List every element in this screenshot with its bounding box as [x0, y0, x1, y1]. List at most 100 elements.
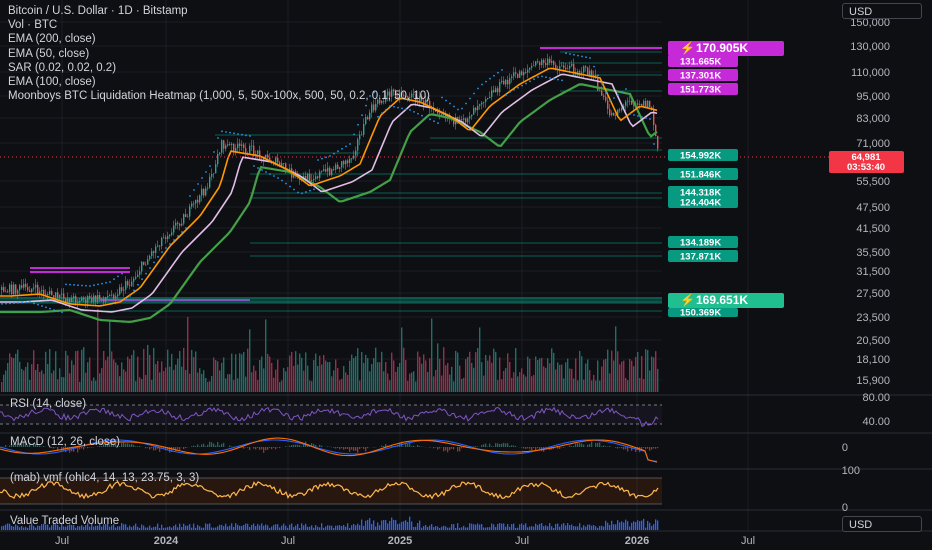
- candle: [101, 298, 103, 300]
- volume-bar: [83, 347, 85, 392]
- time-axis-label: 2025: [388, 535, 412, 547]
- vtv-bar: [245, 523, 247, 530]
- currency-selector[interactable]: USD: [842, 3, 922, 19]
- candle: [437, 111, 439, 114]
- candle: [257, 150, 259, 155]
- candle: [87, 296, 89, 303]
- vtv-bar: [65, 526, 67, 530]
- vtv-bar: [187, 525, 189, 530]
- volume-bar: [203, 370, 205, 392]
- volume-bar: [459, 365, 461, 392]
- macd-bar: [169, 447, 171, 453]
- vtv-bar: [25, 526, 27, 530]
- vtv-bar: [345, 526, 347, 530]
- symbol-title[interactable]: Bitcoin / U.S. Dollar · 1D · Bitstamp: [8, 5, 188, 17]
- vtv-bar: [581, 527, 583, 530]
- heatmap-tag-bottom-sub-value: 150.369K: [680, 308, 721, 319]
- currency-selector-bottom[interactable]: USD: [842, 516, 922, 532]
- candle: [133, 278, 135, 282]
- rsi-label[interactable]: RSI (14, close): [10, 398, 87, 410]
- volume-bar: [211, 375, 213, 392]
- candle: [165, 237, 167, 239]
- macd-bar: [145, 447, 147, 449]
- vtv-bar: [361, 519, 363, 530]
- legend-liquidation-heatmap[interactable]: Moonboys BTC Liquidation Heatmap (1,000,…: [8, 90, 430, 103]
- volume-bar: [87, 362, 89, 392]
- legend-sar[interactable]: SAR (0.02, 0.02, 0.2): [8, 61, 117, 74]
- volume-bar: [449, 374, 451, 392]
- volume-bar: [533, 374, 535, 392]
- candle: [321, 170, 323, 172]
- legend-ema100[interactable]: EMA (100, close): [8, 76, 96, 89]
- vtv-bar: [171, 527, 173, 530]
- volume-bar: [471, 362, 473, 392]
- candle: [253, 145, 255, 156]
- candle: [35, 284, 37, 288]
- candle: [93, 295, 95, 302]
- volume-bar: [67, 355, 69, 392]
- volume-bar: [589, 370, 591, 392]
- mfi-label[interactable]: (mab) vmf (ohlc4, 14, 13, 23.75, 3, 3): [10, 472, 200, 484]
- macd-bar: [443, 447, 445, 452]
- macd-bar: [535, 447, 537, 451]
- sar-dot: [233, 132, 235, 135]
- volume-bar: [489, 355, 491, 392]
- candle: [499, 82, 501, 93]
- volume-bar: [33, 350, 35, 392]
- macd-bar: [35, 443, 37, 447]
- volume-bar: [265, 319, 267, 392]
- macd-bar: [617, 447, 619, 449]
- vtv-bar: [541, 523, 543, 530]
- candle: [89, 296, 91, 298]
- sar-dot: [641, 116, 643, 118]
- macd-label[interactable]: MACD (12, 26, close): [10, 436, 120, 448]
- vtv-bar: [279, 527, 281, 530]
- vtv-bar: [249, 527, 251, 530]
- candle: [203, 188, 205, 196]
- volume-bar: [631, 360, 633, 392]
- vtv-bar: [523, 524, 525, 530]
- vtv-bar: [23, 527, 25, 530]
- volume-bar: [131, 354, 133, 392]
- sar-dot: [237, 133, 239, 135]
- sar-dot: [613, 97, 615, 99]
- volume-bar: [111, 351, 113, 392]
- macd-bar: [111, 442, 113, 447]
- sar-dot: [165, 247, 167, 249]
- sar-dot: [401, 107, 403, 110]
- macd-bar: [571, 446, 573, 447]
- sar-dot: [485, 80, 487, 83]
- volume-bar: [191, 349, 193, 392]
- candle: [533, 65, 535, 67]
- candle: [335, 164, 337, 170]
- candle: [549, 58, 551, 63]
- legend-volume[interactable]: Vol · BTC: [8, 19, 58, 32]
- volume-bar: [431, 318, 433, 392]
- volume-bar: [45, 351, 47, 392]
- legend-ema200[interactable]: EMA (200, close): [8, 33, 96, 46]
- vtv-bar: [563, 523, 565, 530]
- macd-bar: [569, 445, 571, 447]
- vtv-bar: [367, 519, 369, 530]
- vtv-bar: [391, 517, 393, 530]
- sar-dot: [217, 137, 219, 139]
- legend-ema50[interactable]: EMA (50, close): [8, 47, 90, 60]
- volume-bar: [343, 365, 345, 392]
- candle: [227, 144, 229, 146]
- macd-bar: [493, 446, 495, 447]
- vtv-bar: [441, 526, 443, 530]
- candle: [237, 143, 239, 149]
- macd-bar: [295, 444, 297, 447]
- vtv-bar: [389, 520, 391, 530]
- vtv-bar: [599, 525, 601, 530]
- volume-bar: [599, 380, 601, 392]
- vtv-bar: [141, 524, 143, 530]
- volume-bar: [225, 378, 227, 392]
- candle: [187, 216, 189, 218]
- value-traded-volume-label[interactable]: Value Traded Volume: [10, 515, 120, 527]
- volume-bar: [49, 349, 51, 392]
- macd-bar: [531, 447, 533, 450]
- volume-bar: [281, 380, 283, 392]
- candle: [37, 284, 39, 294]
